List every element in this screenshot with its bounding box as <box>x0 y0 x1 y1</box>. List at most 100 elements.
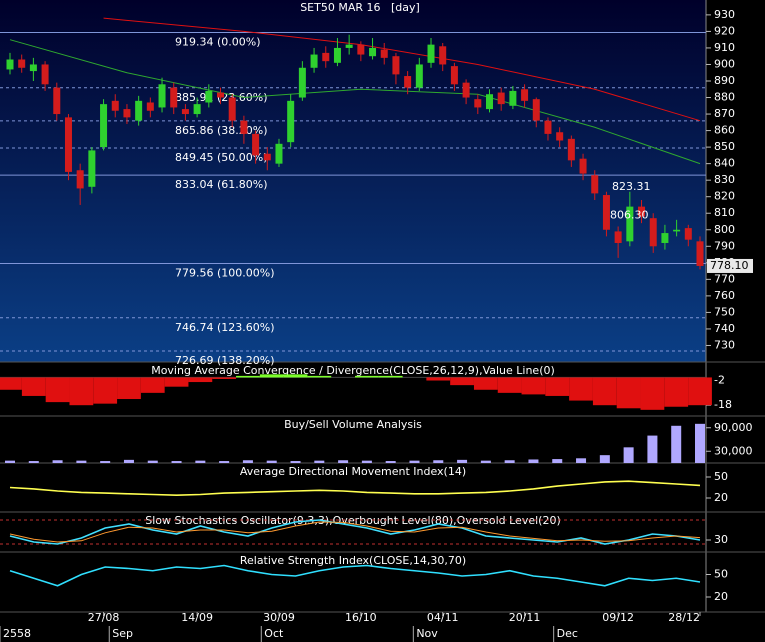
month-label: Sep <box>112 627 133 640</box>
candle-body <box>345 44 353 48</box>
candle-body <box>532 99 540 121</box>
candle-body <box>684 228 692 240</box>
volume-bar <box>195 460 206 463</box>
candle-body <box>614 231 622 243</box>
volume-bar <box>480 460 491 463</box>
candle-body <box>485 94 493 110</box>
volume-bar <box>528 459 539 463</box>
y-tick-label: 90,000 <box>714 421 753 434</box>
y-tick-label: 840 <box>714 157 735 170</box>
volume-bar <box>100 461 111 463</box>
panel-title: Relative Strength Index(CLOSE,14,30,70) <box>240 554 466 567</box>
macd-bar <box>236 375 260 378</box>
y-tick-label: 30,000 <box>714 444 753 457</box>
y-tick-label: 820 <box>714 190 735 203</box>
last-price-label: 778.10 <box>710 259 749 272</box>
candle-body <box>181 109 189 115</box>
candle-body <box>369 47 377 57</box>
volume-bar <box>76 460 87 463</box>
candle-body <box>228 97 236 121</box>
macd-bar <box>283 374 308 378</box>
x-tick-label: 04/11 <box>427 611 459 624</box>
x-tick-label: 09/12 <box>602 611 634 624</box>
x-tick-label: 30/09 <box>263 611 295 624</box>
macd-bar <box>164 377 189 387</box>
macd-bar <box>307 375 332 378</box>
volume-bar <box>623 447 634 463</box>
volume-bar <box>147 460 158 463</box>
moving-average <box>103 17 701 122</box>
candle-body <box>415 64 423 88</box>
macd-bar <box>426 377 451 381</box>
y-tick-label: 850 <box>714 140 735 153</box>
candle-body <box>158 84 166 108</box>
macd-bar <box>45 377 70 403</box>
x-tick-label: 27/08 <box>88 611 120 624</box>
candle-body <box>322 52 330 62</box>
volume-bar <box>433 460 444 463</box>
macd-bar <box>664 377 689 407</box>
volume-bar <box>647 435 658 463</box>
volume-bar <box>52 460 63 463</box>
candle-body <box>240 120 248 134</box>
y-tick-label: 920 <box>714 24 735 37</box>
candle-body <box>626 206 634 242</box>
volume-bar <box>576 458 587 463</box>
candle-body <box>380 49 388 58</box>
panel-title: Slow Stochastics Oscillator(9,3,3),Overb… <box>145 514 561 527</box>
fib-label: 779.56 (100.00%) <box>175 267 275 280</box>
candle-body <box>579 158 587 174</box>
candle-body <box>53 87 61 115</box>
macd-bar <box>21 377 46 396</box>
macd-bar <box>378 375 403 378</box>
candle-body <box>439 46 447 65</box>
candle-body <box>357 44 365 55</box>
candle-body <box>544 120 552 134</box>
macd-bar <box>688 377 712 406</box>
macd-bar <box>616 377 641 409</box>
candle-body <box>567 138 575 161</box>
price-annotation: 806.30 <box>610 208 649 221</box>
volume-bar <box>671 425 682 463</box>
candle-body <box>462 82 470 98</box>
candle-body <box>509 90 517 106</box>
y-tick-label: 890 <box>714 74 735 87</box>
panel-title: Moving Average Convergence / Divergence(… <box>151 364 555 377</box>
y-tick-label: 740 <box>714 322 735 335</box>
candle-body <box>217 92 225 98</box>
volume-bar <box>695 423 705 463</box>
candle-body <box>275 143 283 164</box>
y-tick-label: 770 <box>714 272 735 285</box>
panel-title: Average Directional Movement Index(14) <box>240 465 466 478</box>
macd-bar <box>450 377 474 386</box>
macd-bar <box>545 377 570 396</box>
candle-body <box>64 117 72 172</box>
month-label: Dec <box>557 627 578 640</box>
y-tick-label: 30 <box>714 533 728 546</box>
volume-bar <box>361 460 372 463</box>
macd-bar <box>93 377 118 404</box>
macd-bar <box>355 375 379 378</box>
price-annotation: 823.31 <box>612 180 651 193</box>
y-tick-label: -2 <box>714 374 725 387</box>
candle-body <box>591 175 599 194</box>
volume-bar <box>171 461 182 463</box>
month-label: Oct <box>264 627 284 640</box>
macd-bar <box>521 377 546 395</box>
candle-body <box>602 195 610 230</box>
candle-body <box>556 132 564 141</box>
x-tick-label: 16/10 <box>345 611 377 624</box>
panel-title: SET50 MAR 16 [day] <box>300 1 420 14</box>
candle-body <box>6 59 14 70</box>
macd-bar <box>497 377 522 393</box>
moving-average <box>9 39 701 165</box>
volume-bar <box>338 460 349 463</box>
macd-bar <box>592 377 617 406</box>
last-price-box <box>707 258 753 273</box>
fib-label: 746.74 (123.60%) <box>175 321 275 334</box>
fib-label: 919.34 (0.00%) <box>175 35 261 48</box>
candle-body <box>41 64 49 85</box>
volume-bar <box>5 460 15 463</box>
volume-bar <box>123 459 134 463</box>
